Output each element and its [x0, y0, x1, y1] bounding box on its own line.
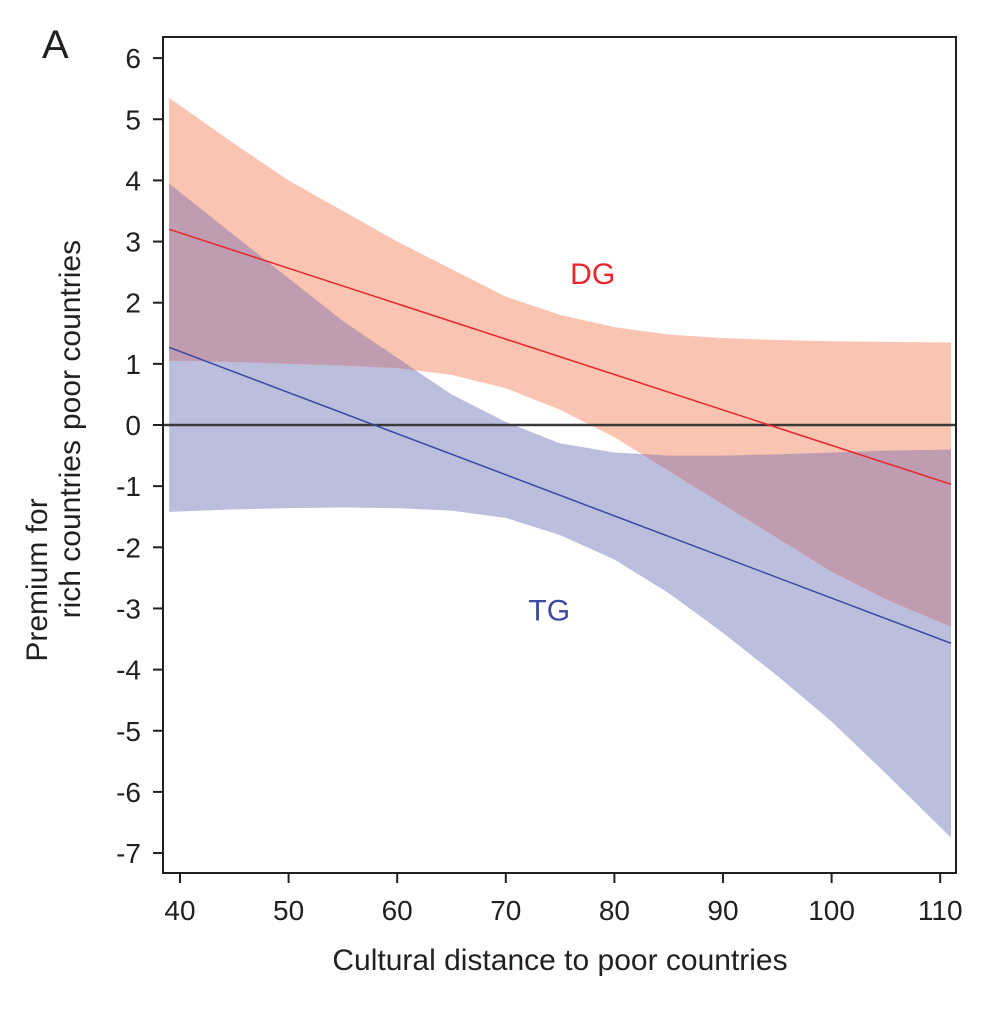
y-tick-label: -4 — [116, 655, 141, 686]
dg-series-label: DG — [570, 258, 615, 291]
panel-label: A — [42, 23, 69, 67]
y-tick-label: 5 — [125, 104, 141, 135]
plot-frame — [162, 36, 957, 874]
dg-fit-line — [168, 228, 952, 486]
tg-series-label: TG — [528, 594, 570, 627]
x-tick-label: 60 — [382, 895, 413, 926]
y-tick-label: 2 — [125, 288, 141, 319]
x-tick-label: 100 — [808, 895, 855, 926]
y-tick-label: -6 — [116, 777, 141, 808]
tg-fit-line — [168, 346, 952, 645]
x-axis-label: Cultural distance to poor countries — [332, 944, 787, 977]
y-tick-label: 3 — [125, 227, 141, 258]
x-tick-label: 70 — [490, 895, 521, 926]
x-tick-label: 50 — [273, 895, 304, 926]
y-axis-label-line0: rich countries — [54, 440, 87, 618]
y-tick-label: 4 — [125, 165, 141, 196]
y-tick-label: 1 — [125, 349, 141, 380]
y-tick-label: 0 — [125, 410, 141, 441]
y-tick-label: -7 — [116, 838, 141, 869]
y-axis-label-line1: Premium for — [21, 498, 54, 661]
x-tick-label: 110 — [918, 895, 963, 926]
x-tick-label: 90 — [707, 895, 738, 926]
x-tick-label: 40 — [164, 895, 195, 926]
y-tick-label: 6 — [125, 43, 141, 74]
x-tick-label: 80 — [599, 895, 630, 926]
y-tick-label: -3 — [116, 593, 141, 624]
y-axis-label-line2: poor countries — [54, 240, 87, 430]
y-tick-label: -2 — [116, 532, 141, 563]
y-tick-label: -5 — [116, 716, 141, 747]
y-tick-label: -1 — [116, 471, 141, 502]
